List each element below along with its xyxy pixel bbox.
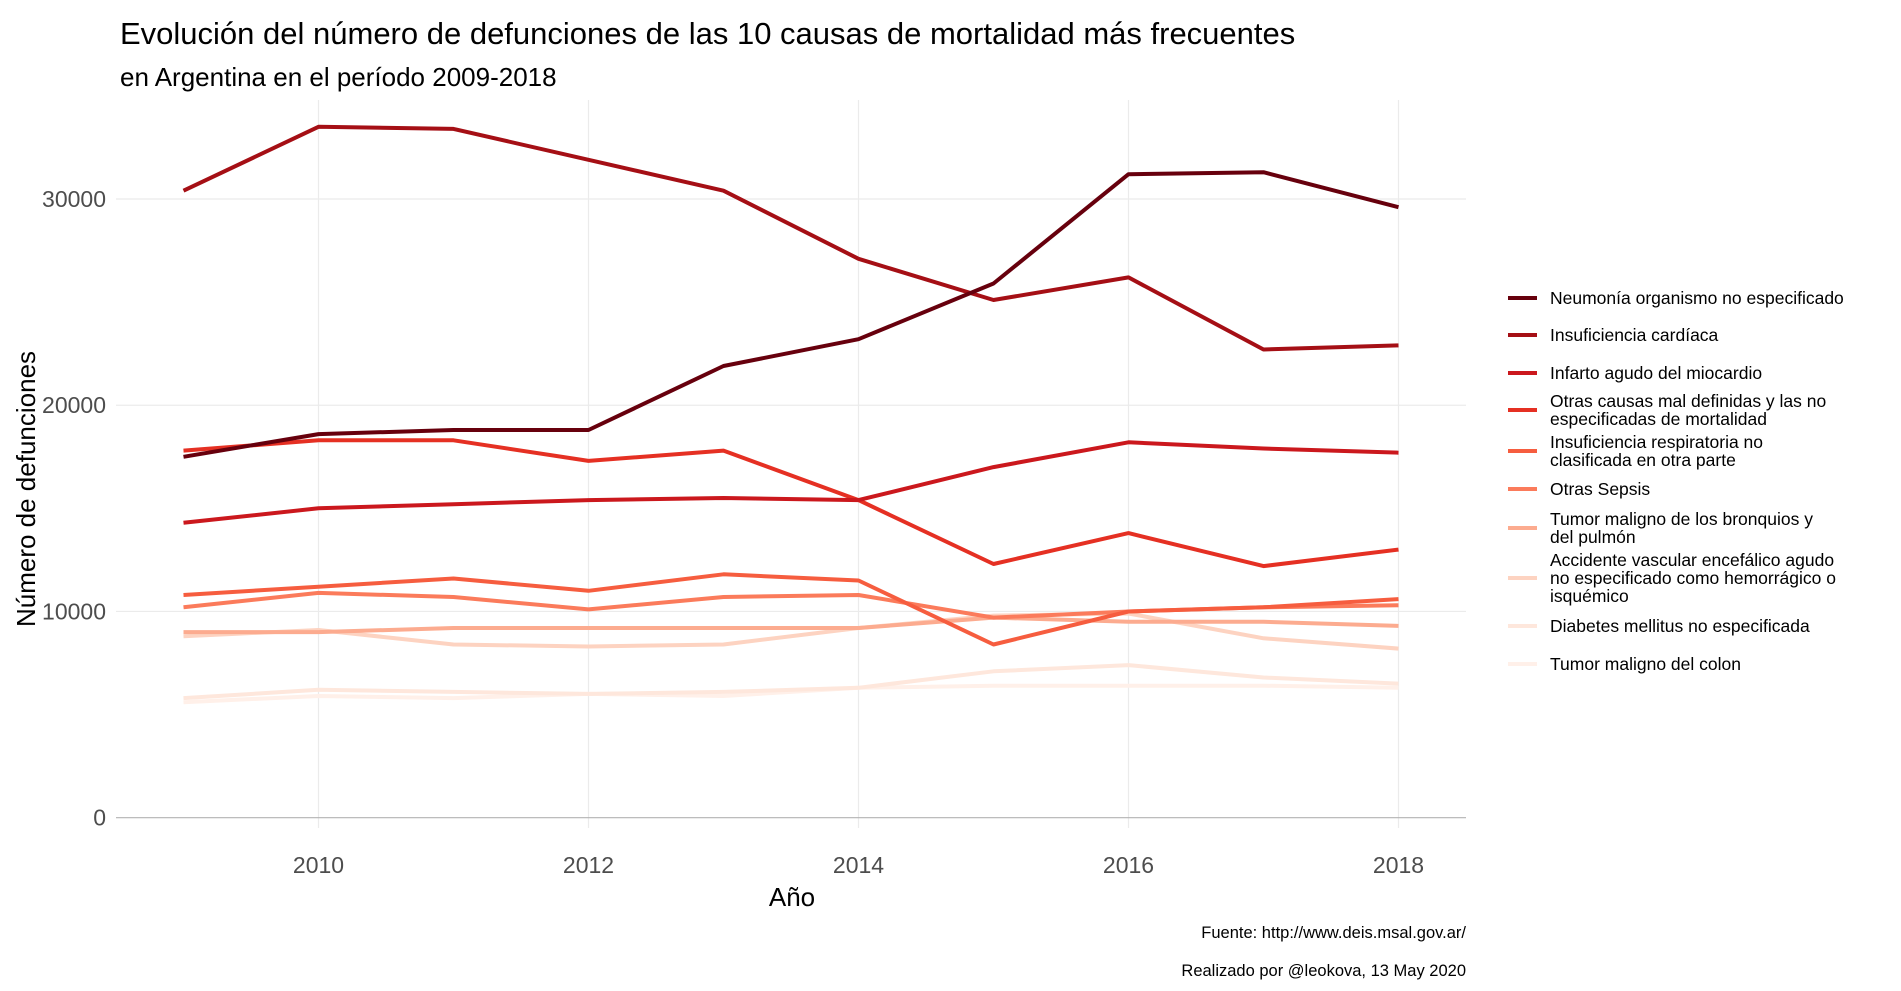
- x-axis-title: Año: [769, 882, 815, 912]
- x-tick-label: 2012: [563, 852, 614, 878]
- y-tick-label: 30000: [42, 186, 106, 212]
- legend-label: Infarto agudo del miocardio: [1550, 363, 1762, 383]
- series-line: [183, 170, 1400, 459]
- legend-label: Tumor maligno del colon: [1550, 654, 1741, 674]
- legend-label: Otras Sepsis: [1550, 479, 1650, 499]
- series-line: [183, 663, 1399, 701]
- x-tick-label: 2016: [1103, 852, 1154, 878]
- grid: [116, 100, 1466, 828]
- series-line: [183, 683, 1399, 705]
- legend: Neumonía organismo no especificado Insufi…: [1508, 288, 1844, 674]
- legend-label: Insuficiencia respiratoria no clasificada…: [1550, 432, 1763, 470]
- y-axis-title: Número de defunciones: [11, 351, 41, 627]
- chart-subtitle: en Argentina en el período 2009-2018: [120, 62, 557, 92]
- x-tick-label: 2010: [293, 852, 344, 878]
- legend-label: Otras causas mal definidas y las no espec…: [1550, 391, 1826, 429]
- legend-label: Tumor maligno de los bronquios y del pulm…: [1550, 509, 1813, 547]
- series-lines: [182, 124, 1400, 705]
- axes: 2010 2012 2014 2016 2018 0 10000 20000 30000: [42, 186, 1466, 878]
- series-line: [183, 611, 1399, 651]
- legend-label: Accidente vascular encefálico agudo no es…: [1550, 550, 1836, 606]
- legend-label: Insuficiencia cardíaca: [1550, 325, 1719, 345]
- series-line: [182, 124, 1399, 352]
- legend-label: Neumonía organismo no especificado: [1550, 288, 1844, 308]
- series-line: [183, 572, 1399, 647]
- chart-title: Evolución del número de defunciones de l…: [120, 16, 1295, 51]
- series-line: [183, 615, 1399, 635]
- y-tick-label: 10000: [42, 598, 106, 624]
- series-line: [183, 590, 1399, 620]
- series-line: [183, 438, 1399, 569]
- y-tick-label: 20000: [42, 392, 106, 418]
- caption-author: Realizado por @leokova, 13 May 2020: [1181, 962, 1466, 980]
- x-tick-label: 2014: [833, 852, 884, 878]
- legend-label: Diabetes mellitus no especificada: [1550, 616, 1810, 636]
- series-line: [183, 440, 1399, 525]
- y-tick-label: 0: [93, 805, 106, 831]
- x-tick-label: 2018: [1373, 852, 1424, 878]
- caption-source: Fuente: http://www.deis.msal.gov.ar/: [1201, 924, 1466, 942]
